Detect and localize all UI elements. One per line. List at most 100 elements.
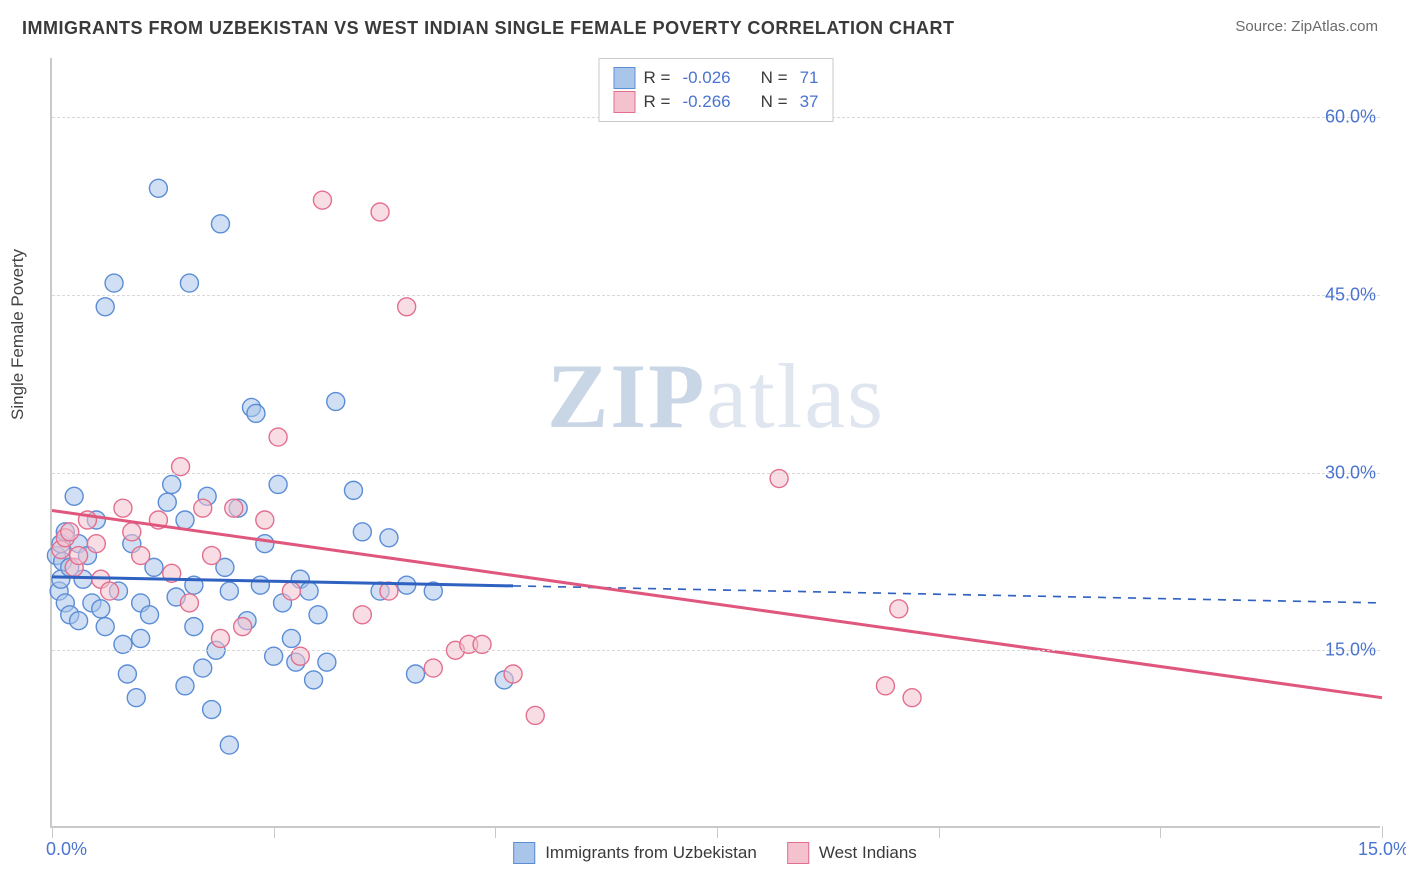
data-point-westindian (903, 689, 921, 707)
data-point-westindian (504, 665, 522, 683)
series-1-name: Immigrants from Uzbekistan (545, 843, 757, 863)
data-point-uzbekistan (194, 659, 212, 677)
n-value-1: 71 (800, 68, 819, 88)
r-label: R = (644, 68, 671, 88)
data-point-westindian (225, 499, 243, 517)
x-tick-label: 15.0% (1358, 839, 1406, 860)
y-tick-label: 30.0% (1325, 462, 1382, 483)
r-value-2: -0.266 (682, 92, 730, 112)
gridline (52, 650, 1380, 651)
data-point-uzbekistan (282, 629, 300, 647)
r-label: R = (644, 92, 671, 112)
chart-title: IMMIGRANTS FROM UZBEKISTAN VS WEST INDIA… (22, 18, 955, 39)
data-point-westindian (876, 677, 894, 695)
source-value: ZipAtlas.com (1291, 18, 1378, 35)
data-point-uzbekistan (141, 606, 159, 624)
swatch-series-1 (614, 67, 636, 89)
data-point-westindian (132, 547, 150, 565)
source-credit: Source: ZipAtlas.com (1235, 18, 1378, 35)
x-tick-label: 0.0% (46, 839, 87, 860)
n-label: N = (761, 68, 788, 88)
data-point-westindian (114, 499, 132, 517)
r-value-1: -0.026 (682, 68, 730, 88)
data-point-uzbekistan (300, 582, 318, 600)
gridline (52, 295, 1380, 296)
data-point-westindian (194, 499, 212, 517)
data-point-uzbekistan (251, 576, 269, 594)
data-point-uzbekistan (118, 665, 136, 683)
y-tick-label: 60.0% (1325, 107, 1382, 128)
n-label: N = (761, 92, 788, 112)
source-label: Source: (1235, 18, 1287, 35)
x-tick (52, 826, 53, 838)
data-point-uzbekistan (70, 612, 88, 630)
data-point-westindian (313, 191, 331, 209)
x-tick (939, 826, 940, 838)
data-point-uzbekistan (327, 393, 345, 411)
y-axis-label: Single Female Poverty (8, 249, 28, 420)
data-point-westindian (101, 582, 119, 600)
x-tick (495, 826, 496, 838)
data-point-uzbekistan (220, 736, 238, 754)
swatch-series-2 (787, 842, 809, 864)
data-point-westindian (424, 659, 442, 677)
data-point-uzbekistan (269, 475, 287, 493)
x-tick (274, 826, 275, 838)
chart-svg (52, 58, 1380, 826)
data-point-uzbekistan (105, 274, 123, 292)
scatter-chart: ZIPatlas R = -0.026 N = 71 R = -0.266 N … (50, 58, 1380, 828)
data-point-uzbekistan (318, 653, 336, 671)
data-point-uzbekistan (247, 404, 265, 422)
data-point-uzbekistan (203, 701, 221, 719)
data-point-uzbekistan (65, 487, 83, 505)
data-point-uzbekistan (185, 618, 203, 636)
data-point-uzbekistan (211, 215, 229, 233)
data-point-westindian (269, 428, 287, 446)
data-point-uzbekistan (180, 274, 198, 292)
y-tick-label: 15.0% (1325, 640, 1382, 661)
x-tick (717, 826, 718, 838)
data-point-westindian (282, 582, 300, 600)
gridline (52, 473, 1380, 474)
data-point-westindian (211, 629, 229, 647)
correlation-legend: R = -0.026 N = 71 R = -0.266 N = 37 (599, 58, 834, 122)
data-point-westindian (180, 594, 198, 612)
data-point-uzbekistan (309, 606, 327, 624)
data-point-westindian (61, 523, 79, 541)
data-point-uzbekistan (305, 671, 323, 689)
data-point-uzbekistan (176, 511, 194, 529)
legend-row-series-2: R = -0.266 N = 37 (614, 91, 819, 113)
data-point-uzbekistan (176, 677, 194, 695)
data-point-westindian (87, 535, 105, 553)
legend-item-1: Immigrants from Uzbekistan (513, 842, 757, 864)
series-2-name: West Indians (819, 843, 917, 863)
data-point-uzbekistan (407, 665, 425, 683)
data-point-uzbekistan (163, 475, 181, 493)
data-point-uzbekistan (132, 629, 150, 647)
data-point-uzbekistan (96, 618, 114, 636)
data-point-uzbekistan (158, 493, 176, 511)
swatch-series-2 (614, 91, 636, 113)
data-point-westindian (398, 298, 416, 316)
data-point-uzbekistan (353, 523, 371, 541)
data-point-uzbekistan (380, 529, 398, 547)
data-point-westindian (256, 511, 274, 529)
x-tick (1382, 826, 1383, 838)
data-point-uzbekistan (220, 582, 238, 600)
data-point-uzbekistan (96, 298, 114, 316)
data-point-westindian (123, 523, 141, 541)
data-point-uzbekistan (256, 535, 274, 553)
data-point-uzbekistan (127, 689, 145, 707)
data-point-westindian (890, 600, 908, 618)
data-point-westindian (371, 203, 389, 221)
data-point-westindian (203, 547, 221, 565)
legend-item-2: West Indians (787, 842, 917, 864)
series-legend: Immigrants from Uzbekistan West Indians (513, 842, 917, 864)
plot-area: ZIPatlas R = -0.026 N = 71 R = -0.266 N … (50, 58, 1380, 828)
data-point-westindian (70, 547, 88, 565)
data-point-westindian (526, 706, 544, 724)
x-tick (1160, 826, 1161, 838)
data-point-westindian (234, 618, 252, 636)
legend-row-series-1: R = -0.026 N = 71 (614, 67, 819, 89)
trend-line-westindian (52, 511, 1382, 698)
